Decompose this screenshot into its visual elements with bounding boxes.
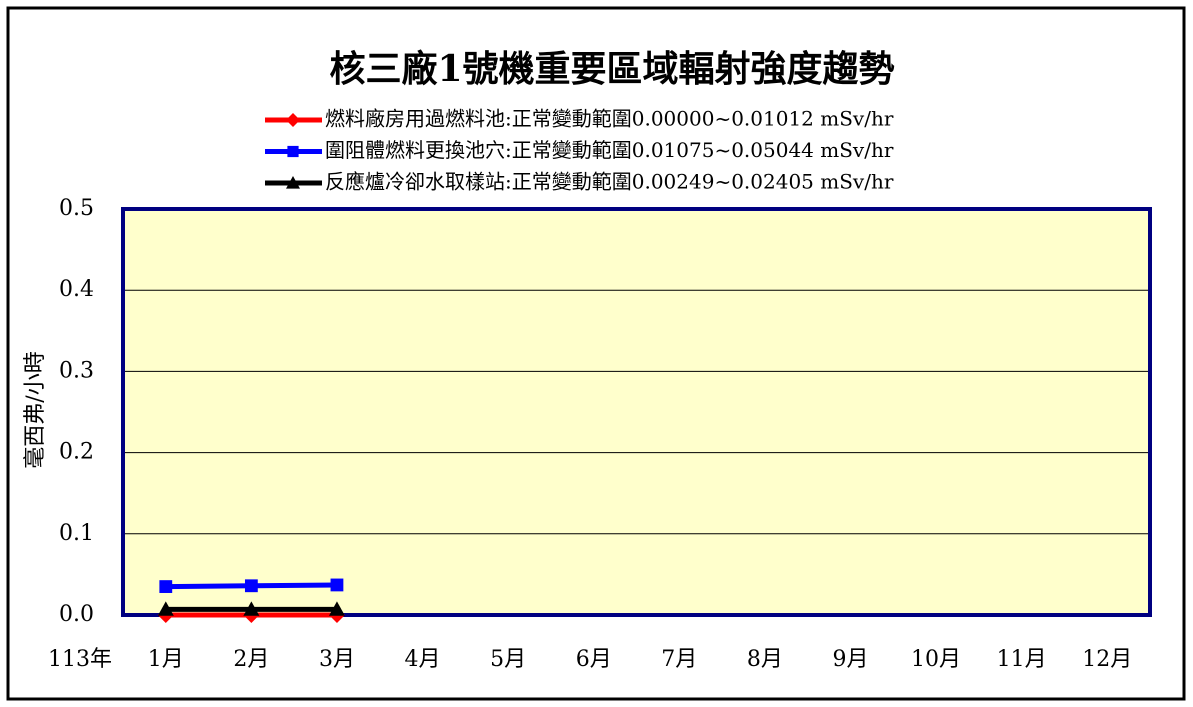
legend-marker (286, 176, 300, 189)
x-tick-label: 5月 (490, 647, 526, 672)
marker (159, 580, 173, 593)
x-tick-label: 10月 (911, 647, 961, 672)
x-tick-label: 1月 (148, 647, 184, 672)
x-tick-label: 3月 (319, 647, 355, 672)
x-tick-label: 9月 (832, 647, 868, 672)
chart-title: 核三廠1號機重要區域輻射強度趨勢 (329, 48, 894, 90)
y-tick-label: 0.1 (59, 521, 94, 546)
marker (244, 579, 258, 593)
marker (328, 601, 345, 616)
x-tick-label: 2月 (233, 647, 269, 672)
plot-area (123, 209, 1150, 615)
y-tick-label: 0.2 (59, 440, 94, 465)
legend-marker (287, 145, 299, 158)
x-tick-label: 6月 (576, 647, 612, 672)
y-tick-label: 0.0 (59, 602, 94, 627)
x-tick-label: 4月 (405, 647, 441, 672)
y-tick-label: 0.3 (59, 358, 94, 383)
legend-label: 燃料廠房用過燃料池:正常變動範圍0.00000~0.01012 mSv/hr (325, 107, 894, 131)
y-tick-label: 0.5 (59, 196, 94, 221)
y-axis-label: 毫西弗/小時 (23, 351, 48, 468)
x-tick-label: 11月 (997, 647, 1047, 672)
legend-label: 反應爐冷卻水取樣站:正常變動範圍0.00249~0.02405 mSv/hr (325, 170, 894, 194)
marker (243, 601, 260, 616)
marker (157, 601, 174, 616)
x-tick-label: 8月 (747, 647, 783, 672)
marker (330, 578, 344, 592)
x-tick-label: 12月 (1082, 647, 1132, 672)
y-tick-label: 0.4 (59, 277, 94, 302)
x-tick-label: 7月 (661, 647, 697, 672)
plot-border (121, 207, 1152, 617)
legend-marker (286, 113, 300, 127)
x-axis-label: 113年 (48, 647, 112, 672)
legend-label: 圍阻體燃料更換池穴:正常變動範圍0.01075~0.05044 mSv/hr (325, 138, 894, 162)
